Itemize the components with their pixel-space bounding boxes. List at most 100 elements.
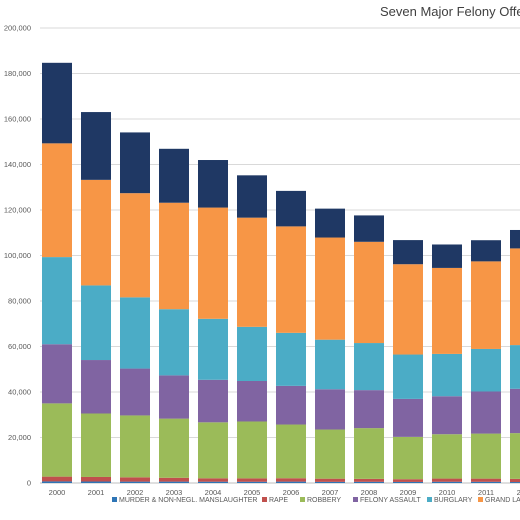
bar-segment: [315, 478, 345, 482]
bar-segment: [237, 326, 267, 381]
bar-segment: [510, 482, 520, 483]
legend: MURDER & NON-NEGL. MANSLAUGHTER RAPE ROBBE…: [112, 497, 520, 504]
y-tick-label: 120,000: [4, 206, 31, 215]
bar-segment: [237, 380, 267, 422]
bar-segment: [471, 478, 501, 482]
bar-segment: [198, 422, 228, 479]
legend-label: RAPE: [269, 497, 288, 504]
y-tick-label: 60,000: [8, 342, 31, 351]
bar-segment: [354, 481, 384, 483]
bar-segment: [471, 391, 501, 434]
bar-segment: [276, 385, 306, 425]
bar-segment: [354, 215, 384, 242]
x-tick-label: 2003: [166, 488, 183, 497]
x-tick-label: 2005: [244, 488, 261, 497]
x-tick-label: 2008: [361, 488, 378, 497]
bar-segment: [510, 345, 520, 389]
bar-segment: [315, 389, 345, 430]
bar-segment: [198, 379, 228, 423]
bar-segment: [354, 390, 384, 429]
legend-swatch: [300, 497, 305, 502]
legend-label: MURDER & NON-NEGL. MANSLAUGHTER: [119, 497, 257, 504]
bar-segment: [432, 353, 462, 397]
bar-segment: [42, 62, 72, 144]
x-axis: 2000 2001 2002 2003 2004 2005 2006 2007 2008 2009…: [49, 488, 520, 497]
bar-segment: [81, 413, 111, 477]
y-tick-label: 200,000: [4, 24, 31, 33]
bar-segment: [198, 318, 228, 380]
x-tick-label: 2009: [400, 488, 417, 497]
bar-segment: [120, 368, 150, 416]
y-tick-label: 140,000: [4, 160, 31, 169]
bar-segment: [276, 226, 306, 333]
y-tick-label: 20,000: [8, 433, 31, 442]
bar-segment: [198, 207, 228, 319]
y-tick-label: 160,000: [4, 115, 31, 124]
bar-segment: [471, 433, 501, 479]
bar-segment: [315, 429, 345, 479]
x-tick-label: 2000: [49, 488, 66, 497]
bar-segment: [42, 481, 72, 483]
bar-segment: [315, 237, 345, 340]
bar-segment: [198, 481, 228, 483]
bar-segment: [393, 264, 423, 355]
bar-segment: [159, 202, 189, 310]
bar-segment: [393, 398, 423, 437]
bar-segment: [42, 403, 72, 477]
bar-segment: [354, 478, 384, 482]
x-tick-label: 2007: [322, 488, 339, 497]
bar-segment: [81, 476, 111, 482]
bar-segment: [432, 267, 462, 354]
y-tick-label: 180,000: [4, 69, 31, 78]
bar-segment: [471, 348, 501, 392]
bar-segment: [81, 179, 111, 286]
bar-segment: [432, 244, 462, 268]
legend-swatch: [262, 497, 267, 502]
bar-segment: [315, 481, 345, 483]
bar-segment: [276, 481, 306, 483]
bar-segment: [276, 332, 306, 386]
bar-segment: [159, 309, 189, 376]
bar-segment: [237, 421, 267, 479]
bar-segment: [354, 428, 384, 479]
bar-segment: [276, 424, 306, 479]
bar-segment: [159, 418, 189, 478]
bar-segment: [120, 193, 150, 298]
y-tick-label: 100,000: [4, 251, 31, 260]
x-tick-label: 2004: [205, 488, 222, 497]
bar-segment: [42, 257, 72, 345]
legend-swatch: [427, 497, 432, 502]
bar-segment: [81, 481, 111, 483]
x-tick-label: 2002: [127, 488, 144, 497]
bar-segment: [237, 175, 267, 218]
legend-label: ROBBERY: [307, 497, 341, 504]
x-tick-label: 2011: [478, 488, 494, 497]
bar-segment: [393, 354, 423, 399]
x-tick-label: 2006: [283, 488, 300, 497]
bar-segment: [120, 477, 150, 482]
bar-segment: [120, 481, 150, 483]
bar-segment: [81, 360, 111, 414]
bar-segment: [159, 477, 189, 482]
bar-segment: [120, 415, 150, 478]
bar-segment: [510, 388, 520, 434]
bar-segment: [276, 190, 306, 227]
bar-segment: [120, 132, 150, 194]
bar-segment: [81, 112, 111, 180]
bar-segment: [471, 261, 501, 349]
bar-segment: [432, 478, 462, 482]
bar-segment: [510, 433, 520, 479]
bar-segment: [237, 217, 267, 327]
legend-swatch: [353, 497, 358, 502]
legend-label: GRAND LARCENY: [485, 497, 520, 504]
bar-segment: [471, 240, 501, 262]
bar-segment: [198, 160, 228, 208]
x-tick-label: 2012: [517, 488, 520, 497]
bar-segment: [315, 339, 345, 390]
bar-segment: [159, 481, 189, 483]
bar-segment: [276, 478, 306, 482]
bar-segment: [354, 343, 384, 391]
bar-segment: [42, 344, 72, 404]
bar-segment: [510, 248, 520, 346]
bar-segment: [432, 434, 462, 479]
